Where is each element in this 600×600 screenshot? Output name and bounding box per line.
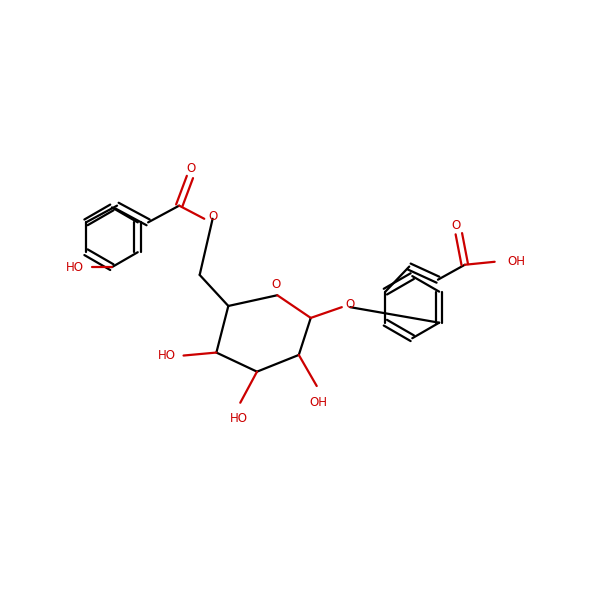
Text: O: O <box>187 162 196 175</box>
Text: O: O <box>346 298 355 311</box>
Text: O: O <box>271 278 281 291</box>
Text: OH: OH <box>508 255 526 268</box>
Text: O: O <box>452 219 461 232</box>
Text: O: O <box>208 210 217 223</box>
Text: HO: HO <box>158 349 176 362</box>
Text: OH: OH <box>309 395 327 409</box>
Text: HO: HO <box>66 260 84 274</box>
Text: HO: HO <box>230 412 248 425</box>
